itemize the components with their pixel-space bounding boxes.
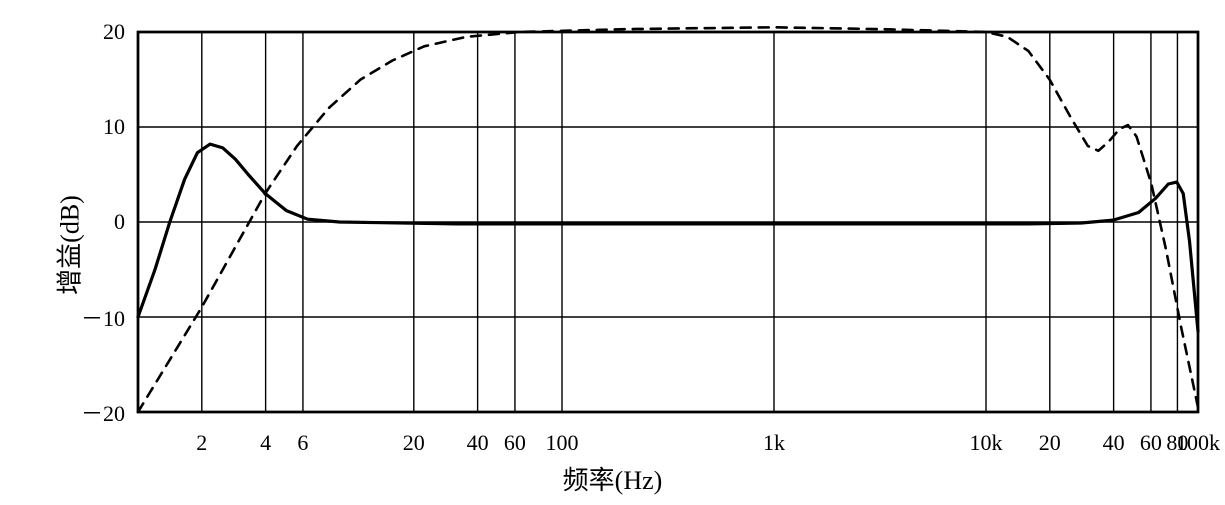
xtick-label: 40 xyxy=(1103,430,1125,456)
ytick-label: 0 xyxy=(45,209,125,235)
xtick-label: 6 xyxy=(297,430,308,456)
xtick-label: 10k xyxy=(970,430,1003,456)
ytick-label: 10 xyxy=(45,114,125,140)
xtick-label: 100 xyxy=(546,430,579,456)
xtick-label: 60 xyxy=(1140,430,1162,456)
xtick-label: 2 xyxy=(196,430,207,456)
ytick-label: 20 xyxy=(45,19,125,45)
frequency-response-chart: 增益(dB) 频率(Hz) －20－10010202462040601001k1… xyxy=(0,0,1225,505)
xtick-label: 40 xyxy=(467,430,489,456)
xtick-label: 4 xyxy=(260,430,271,456)
xtick-label: 20 xyxy=(403,430,425,456)
series-solid xyxy=(138,144,1198,331)
xtick-label: 100k xyxy=(1176,430,1220,456)
ytick-label: －20 xyxy=(45,396,125,428)
ytick-label: －10 xyxy=(45,301,125,333)
xtick-label: 1k xyxy=(763,430,785,456)
x-axis-label: 频率(Hz) xyxy=(0,460,1225,497)
series-dashed xyxy=(138,27,1198,412)
xtick-label: 60 xyxy=(504,430,526,456)
xtick-label: 20 xyxy=(1039,430,1061,456)
